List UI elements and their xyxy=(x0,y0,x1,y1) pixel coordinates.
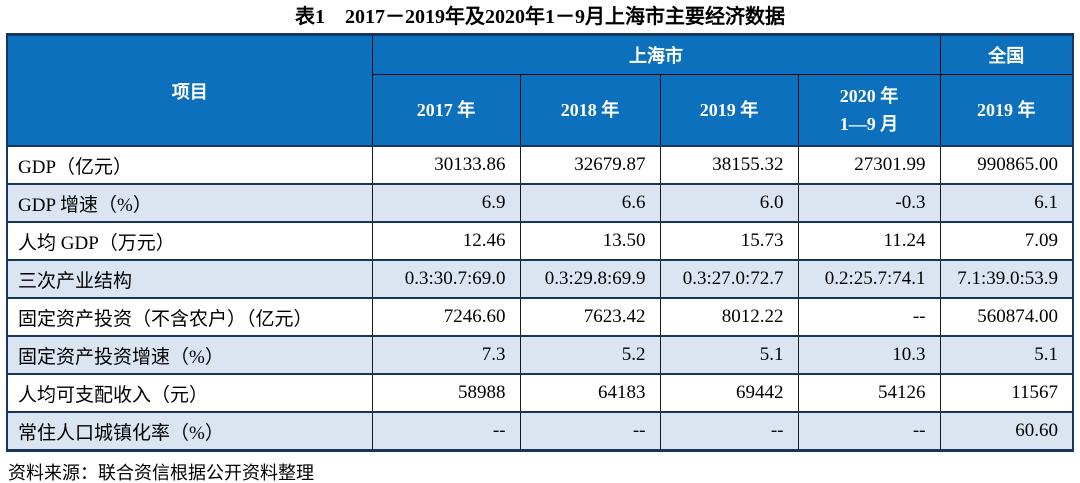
value-cell: 7246.60 xyxy=(371,297,521,337)
year-header-2018: 2018 年 xyxy=(519,74,661,147)
value-cell: 5.2 xyxy=(519,335,661,375)
economic-data-table: 项目 上海市 全国 2017 年 2018 年 2019 年 2020 年 1—… xyxy=(6,33,1074,452)
value-cell: 7.3 xyxy=(371,335,521,375)
table-row-disposable-income: 人均可支配收入（元） 58988 64183 69442 54126 11567 xyxy=(6,373,1074,413)
year-header-2020-1-9: 2020 年 1—9 月 xyxy=(797,74,941,147)
year-header-2019: 2019 年 xyxy=(659,74,799,147)
row-label-cell: GDP（亿元） xyxy=(6,145,373,185)
value-cell: 6.1 xyxy=(939,183,1074,223)
source-note: 资料来源：联合资信根据公开资料整理 xyxy=(8,463,314,483)
value-cell: 10.3 xyxy=(797,335,941,375)
row-label-cell: 人均 GDP（万元） xyxy=(6,221,373,261)
value-cell: 560874.00 xyxy=(939,297,1074,337)
value-cell: 27301.99 xyxy=(797,145,941,185)
year-header-line: 2018 年 xyxy=(560,100,620,120)
value-cell: -- xyxy=(371,411,521,452)
value-cell: 8012.22 xyxy=(659,297,799,337)
value-cell: 69442 xyxy=(659,373,799,413)
table-row-gdp-per-capita: 人均 GDP（万元） 12.46 13.50 15.73 11.24 7.09 xyxy=(6,221,1074,261)
value-cell: 0.3:27.0:72.7 xyxy=(659,259,799,299)
value-cell: 990865.00 xyxy=(939,145,1074,185)
value-cell: 5.1 xyxy=(939,335,1074,375)
value-cell: 6.9 xyxy=(371,183,521,223)
value-cell: 5.1 xyxy=(659,335,799,375)
table-row-industry-structure: 三次产业结构 0.3:30.7:69.0 0.3:29.8:69.9 0.3:2… xyxy=(6,259,1074,299)
corner-header-item: 项目 xyxy=(6,34,373,147)
row-label-cell: 人均可支配收入（元） xyxy=(6,373,373,413)
value-cell: 38155.32 xyxy=(659,145,799,185)
value-cell: 32679.87 xyxy=(519,145,661,185)
year-header-line: 2017 年 xyxy=(416,100,476,120)
table-row-gdp: GDP（亿元） 30133.86 32679.87 38155.32 27301… xyxy=(6,145,1074,185)
year-header-line: 2019 年 xyxy=(699,100,759,120)
header-group-row: 项目 上海市 全国 xyxy=(6,34,1074,147)
group-header-national: 全国 xyxy=(939,34,1074,75)
row-label-cell: 固定资产投资增速（%） xyxy=(6,335,373,375)
value-cell: 7623.42 xyxy=(519,297,661,337)
year-header-line: 2020 年 xyxy=(839,86,899,106)
value-cell: -- xyxy=(797,297,941,337)
table-row-fai-growth: 固定资产投资增速（%） 7.3 5.2 5.1 10.3 5.1 xyxy=(6,335,1074,375)
year-header-line: 1—9 月 xyxy=(839,114,899,134)
value-cell: 60.60 xyxy=(939,411,1074,452)
row-label-cell: GDP 增速（%） xyxy=(6,183,373,223)
value-cell: 0.3:30.7:69.0 xyxy=(371,259,521,299)
year-header-2017: 2017 年 xyxy=(371,74,521,147)
value-cell: 0.2:25.7:74.1 xyxy=(797,259,941,299)
value-cell: -- xyxy=(519,411,661,452)
value-cell: 13.50 xyxy=(519,221,661,261)
value-cell: -0.3 xyxy=(797,183,941,223)
table-title: 表1 2017－2019年及2020年1－9月上海市主要经济数据 xyxy=(295,6,785,28)
table-row-urbanization-rate: 常住人口城镇化率（%） -- -- -- -- 60.60 xyxy=(6,411,1074,452)
value-cell: 11.24 xyxy=(797,221,941,261)
row-label-cell: 三次产业结构 xyxy=(6,259,373,299)
value-cell: 64183 xyxy=(519,373,661,413)
value-cell: 58988 xyxy=(371,373,521,413)
value-cell: 30133.86 xyxy=(371,145,521,185)
value-cell: 12.46 xyxy=(371,221,521,261)
value-cell: 15.73 xyxy=(659,221,799,261)
table-row-fixed-asset-investment: 固定资产投资（不含农户）（亿元） 7246.60 7623.42 8012.22… xyxy=(6,297,1074,337)
value-cell: 11567 xyxy=(939,373,1074,413)
value-cell: 6.0 xyxy=(659,183,799,223)
group-header-shanghai: 上海市 xyxy=(371,34,941,75)
year-header-line: 2019 年 xyxy=(977,100,1036,120)
value-cell: 54126 xyxy=(797,373,941,413)
value-cell: -- xyxy=(797,411,941,452)
value-cell: 7.1:39.0:53.9 xyxy=(939,259,1074,299)
table-row-gdp-growth: GDP 增速（%） 6.9 6.6 6.0 -0.3 6.1 xyxy=(6,183,1074,223)
value-cell: 7.09 xyxy=(939,221,1074,261)
year-header-national-2019: 2019 年 xyxy=(939,74,1074,147)
value-cell: 0.3:29.8:69.9 xyxy=(519,259,661,299)
value-cell: -- xyxy=(659,411,799,452)
row-label-cell: 固定资产投资（不含农户）（亿元） xyxy=(6,297,373,337)
header-year-row: 2017 年 2018 年 2019 年 2020 年 1—9 月 2019 年 xyxy=(7,74,1074,147)
value-cell: 6.6 xyxy=(519,183,661,223)
row-label-cell: 常住人口城镇化率（%） xyxy=(6,411,373,452)
